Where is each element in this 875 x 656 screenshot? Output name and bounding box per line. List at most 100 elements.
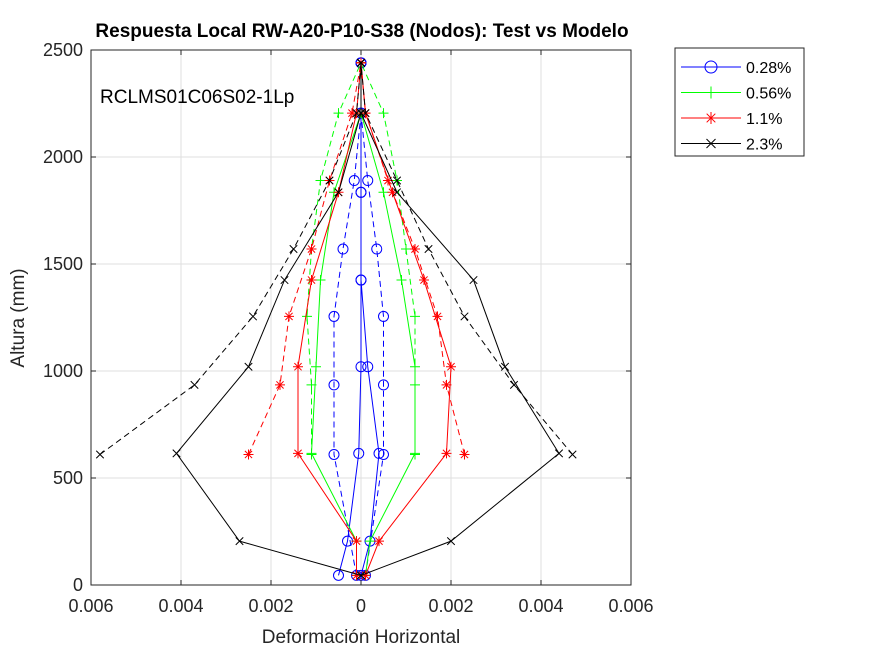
series-1.1% [243,57,470,581]
series-line-solid [310,62,362,576]
legend-entry: 0.28% [681,60,791,77]
y-tick-label: 2000 [43,147,83,167]
data-point [172,449,181,458]
data-point [243,449,254,460]
data-point [275,379,285,390]
legend-entry: 2.3% [681,137,782,154]
data-point [244,362,253,371]
x-tick-label: 0.006 [68,596,113,616]
legend-marker [706,138,716,149]
data-point [361,109,370,118]
data-point [235,537,244,546]
data-point [441,448,452,459]
data-point [306,275,317,286]
x-axis-label: Deformación Horizontal [262,627,461,648]
series-line-dashed [360,62,384,576]
data-point [383,175,393,186]
x-tick-label: 0 [356,596,366,616]
data-point [446,537,456,546]
data-point [347,108,357,119]
series-0.28% [328,57,389,581]
legend: 0.28% 0.56% 1.1% 2.3% [674,47,805,157]
data-point [362,175,374,187]
x-tick-label: 0.004 [518,596,563,616]
y-tick-label: 1000 [43,361,83,381]
data-point [356,571,366,580]
series-line-solid [360,62,560,576]
chart-title: Respuesta Local RW-A20-P10-S38 (Nodos): … [95,21,628,42]
data-point [355,274,367,286]
data-point [315,275,326,286]
series-line-dashed [360,62,465,455]
data-point [396,275,407,286]
data-point [371,243,383,255]
series-line-solid [360,62,380,576]
data-point [401,244,411,255]
data-point [293,448,303,459]
data-point [424,244,433,254]
data-point [378,187,389,198]
data-point [410,244,420,255]
series-line-solid [360,62,416,576]
data-point [95,450,105,459]
legend-box [674,47,805,157]
data-point [280,275,289,285]
series-line-solid [297,62,362,576]
axis-ticks: 0.006 0.004 0.002 0 0.002 0.004 0.006050010001… [43,40,654,616]
x-tick-label: 0.006 [608,596,653,616]
legend-label: 0.56% [746,86,791,103]
data-point [333,569,344,581]
y-tick-label: 500 [53,468,83,488]
series-line-solid [175,62,362,576]
data-point [509,380,519,390]
data-point [315,175,326,186]
data-point [568,450,577,459]
data-point [334,188,343,197]
data-point [351,570,362,581]
data-point [325,176,334,185]
data-point [362,361,374,373]
series-line-dashed [333,62,362,576]
data-point [378,108,389,119]
y-tick-label: 0 [73,575,83,595]
data-point [554,449,564,458]
chart-annotation: RCLMS01C06S02-1Lp [100,87,294,108]
x-tick-label: 0.002 [248,596,293,616]
data-point [351,536,362,547]
series-group [95,57,577,581]
legend-entry: 0.56% [681,86,791,103]
legend-marker [705,86,717,99]
data-point [333,108,344,119]
data-point [392,176,402,185]
x-tick-label: 0.002 [428,596,473,616]
data-point [356,58,366,67]
data-point [365,536,375,547]
data-point [360,570,371,581]
data-point [392,188,402,197]
data-point [306,449,317,460]
data-point [410,379,420,390]
y-tick-label: 2500 [43,40,83,60]
data-point [459,449,470,460]
data-point [441,379,452,390]
legend-marker [705,112,717,124]
data-point [353,447,365,459]
data-point [190,380,199,390]
legend-label: 2.3% [746,137,782,154]
data-point [306,244,317,255]
data-point [328,310,340,322]
data-point [289,244,298,254]
legend-label: 1.1% [746,111,782,128]
data-point [432,311,443,322]
y-axis-label: Altura (mm) [8,268,29,367]
data-point [355,186,367,198]
series-line-dashed [99,62,362,455]
data-point [410,449,420,460]
data-point [378,379,389,391]
data-point [352,109,361,118]
data-point [328,379,340,391]
data-point [378,448,389,460]
data-point [374,536,384,547]
